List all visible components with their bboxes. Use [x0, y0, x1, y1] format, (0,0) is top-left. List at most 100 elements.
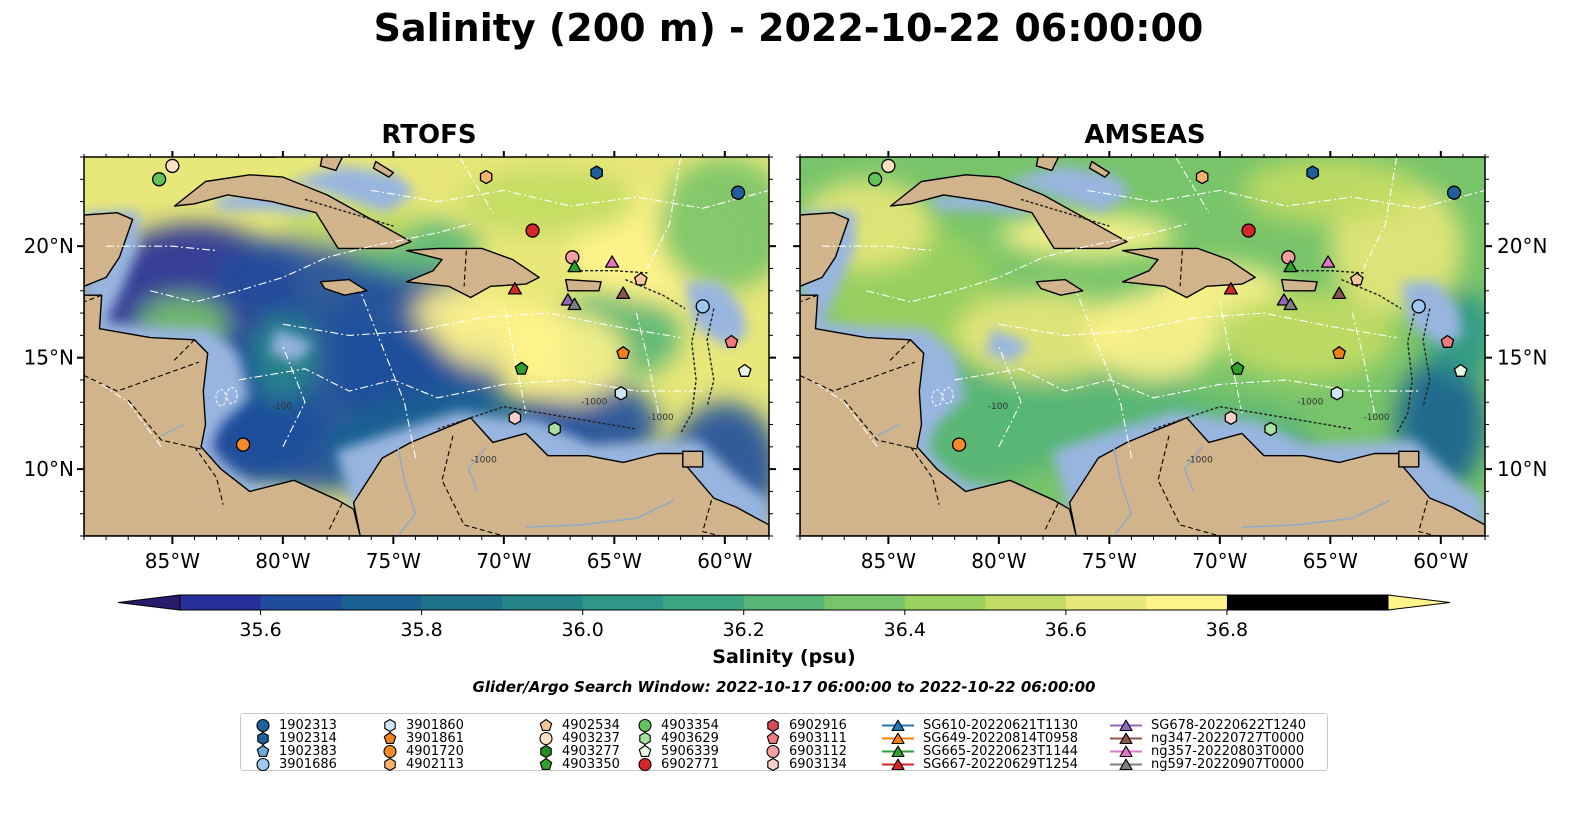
- x-tick-label: 85°W: [861, 549, 916, 573]
- marker-4903629: [548, 421, 561, 437]
- legend-item: 4903237: [538, 729, 620, 748]
- eez-boundary: [998, 346, 1022, 448]
- land-south: [352, 417, 769, 536]
- legend-marker: [891, 719, 905, 732]
- marker-1902313: [730, 185, 746, 200]
- eez-boundary: [503, 301, 527, 414]
- legend-symbol: [1110, 719, 1142, 732]
- land-yucatan: [800, 211, 850, 287]
- eez-boundary: [1075, 290, 1133, 459]
- legend-symbol: [638, 757, 652, 772]
- legend-label: 4902113: [406, 757, 464, 772]
- marker-4903237: [881, 158, 896, 174]
- marker-6903134: [508, 410, 522, 425]
- colorbar-segment: [904, 595, 986, 610]
- land-south: [1068, 417, 1485, 536]
- river: [160, 423, 184, 437]
- legend-item: ng347-20220727T0000: [1109, 729, 1304, 748]
- shelf-water: [1003, 165, 1132, 213]
- legend-marker: [766, 731, 780, 744]
- colorbar-segment: [180, 595, 262, 610]
- x-tick-label: 80°W: [255, 549, 310, 573]
- eez-boundary: [647, 157, 682, 269]
- colorbar-segment: [1307, 595, 1389, 610]
- marker-ng597-20220907T0000: [567, 297, 582, 311]
- x-tick-label: 60°W: [697, 549, 752, 573]
- legend-marker: [767, 718, 779, 733]
- river: [525, 499, 675, 528]
- legend-marker: [1119, 719, 1133, 732]
- x-tick-label: 70°W: [476, 549, 531, 573]
- country-border: [441, 435, 504, 536]
- legend-marker: [257, 731, 269, 746]
- bathymetry-contour: [1395, 312, 1415, 434]
- legend-item: SG678-20220622T1240: [1109, 716, 1306, 735]
- eez-boundary: [1363, 157, 1398, 269]
- legend-symbol: [384, 718, 396, 733]
- marker-4902113: [479, 169, 493, 185]
- legend-label: 6902916: [789, 718, 847, 733]
- land-trinidad: [682, 450, 704, 468]
- rtofs-salinity-patch: [415, 286, 504, 340]
- legend-item: 6903134: [765, 755, 847, 774]
- country-border: [1044, 502, 1059, 530]
- legend-marker: [540, 744, 552, 759]
- bank-contour: [226, 387, 238, 404]
- country-border: [463, 250, 467, 287]
- colorbar-tick-label: 36.4: [884, 619, 926, 641]
- legend-marker: [767, 757, 779, 772]
- eez-boundary: [998, 312, 1397, 339]
- legend-symbol: [256, 718, 270, 733]
- colorbar-segment: [824, 595, 906, 610]
- x-tick-label: 85°W: [145, 549, 200, 573]
- amseas-panel-title: AMSEAS: [1084, 120, 1206, 150]
- legend-label: 3901686: [279, 757, 337, 772]
- legend-marker: [539, 718, 553, 731]
- river: [397, 446, 417, 536]
- colorbar-segment: [743, 595, 825, 610]
- x-tick-label: 60°W: [1413, 549, 1468, 573]
- eez-boundary: [1351, 312, 1376, 414]
- bathymetry-contour: [625, 278, 686, 310]
- marker-1902314: [1306, 165, 1319, 180]
- legend-label: 6903111: [789, 731, 847, 746]
- eez-boundary: [371, 189, 769, 209]
- amseas-map-frame: [799, 156, 1486, 537]
- marker-ng347-20220727T0000: [616, 286, 631, 300]
- eez-boundary: [150, 223, 471, 303]
- eez-boundary: [954, 368, 1419, 399]
- legend-symbol: [540, 744, 552, 759]
- legend-marker: [638, 757, 652, 772]
- legend-label: 5906339: [661, 744, 719, 759]
- bathymetry-contour-label: -100: [272, 402, 293, 412]
- legend-marker: [638, 744, 652, 757]
- rtofs-salinity-patch: [216, 235, 394, 325]
- bathymetry-contour: [1286, 270, 1364, 274]
- eez-boundary: [282, 312, 681, 339]
- river: [876, 423, 900, 437]
- river: [1183, 446, 1203, 492]
- legend-item: 6903111: [765, 729, 847, 748]
- legend-symbol: [383, 731, 397, 744]
- country-border: [702, 500, 721, 536]
- land-yucatan: [84, 211, 134, 287]
- y-tick-label: 20°N: [1497, 234, 1547, 258]
- figure-title: Salinity (200 m) - 2022-10-22 06:00:00: [373, 6, 1204, 50]
- bathymetry-contour: [304, 198, 394, 227]
- bathymetry-contour-label: -1000: [581, 398, 607, 408]
- land-florida: [233, 157, 275, 158]
- x-tick-label: 65°W: [1303, 549, 1358, 573]
- marker-4902534: [634, 272, 648, 286]
- marker-SG665-20220623T1144: [567, 259, 582, 273]
- colorbar-label: Salinity (psu): [712, 646, 856, 668]
- marker-4903237: [165, 158, 180, 174]
- eez-boundary: [822, 245, 933, 252]
- legend-symbol: [882, 758, 914, 771]
- shelf-water: [269, 328, 314, 363]
- legend-label: 6903134: [789, 757, 847, 772]
- y-tick-label: 10°N: [24, 457, 74, 481]
- legend-item: 4903277: [538, 742, 620, 761]
- marker-4902534: [1350, 272, 1364, 286]
- marker-SG678-20220622T1240: [1276, 293, 1292, 306]
- legend-label: SG649-20220814T0958: [923, 731, 1079, 746]
